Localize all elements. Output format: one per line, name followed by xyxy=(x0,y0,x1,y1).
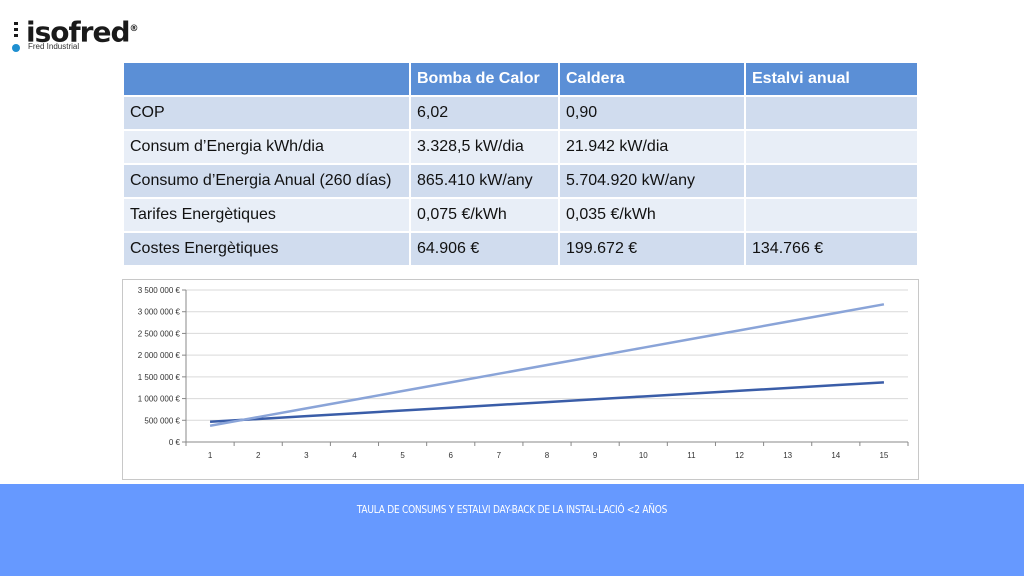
table-cell: 865.410 kW/any xyxy=(409,163,560,199)
table-row: Consum d’Energia kWh/dia 3.328,5 kW/dia … xyxy=(122,129,919,165)
table-cell: Consum d’Energia kWh/dia xyxy=(122,129,411,165)
x-tick-label: 6 xyxy=(449,451,454,460)
series-line-2 xyxy=(209,303,885,427)
series-line-1 xyxy=(209,381,885,424)
x-tick-label: 12 xyxy=(735,451,744,460)
table-cell: 21.942 kW/dia xyxy=(558,129,746,165)
x-tick-label: 8 xyxy=(545,451,550,460)
y-tick-label: 2 500 000 € xyxy=(138,329,181,338)
x-tick-label: 13 xyxy=(783,451,792,460)
table-cell: 134.766 € xyxy=(744,231,919,267)
table-header-cell: Estalvi anual xyxy=(744,61,919,97)
x-tick-label: 9 xyxy=(593,451,598,460)
x-tick-label: 2 xyxy=(256,451,261,460)
y-tick-label: 500 000 € xyxy=(144,416,180,425)
x-tick-label: 14 xyxy=(831,451,840,460)
y-tick-label: 2 000 000 € xyxy=(138,351,181,360)
table-cell: 0,90 xyxy=(558,95,746,131)
table-cell: 64.906 € xyxy=(409,231,560,267)
table-cell: Costes Energètiques xyxy=(122,231,411,267)
footer-banner: TAULA DE CONSUMS Y ESTALVI DAY-BACK DE L… xyxy=(0,484,1024,576)
y-tick-label: 3 500 000 € xyxy=(138,286,181,295)
y-tick-label: 1 000 000 € xyxy=(138,395,181,404)
table-cell xyxy=(744,95,919,131)
payback-line-chart: 0 € 500 000 € 1 000 000 € 1 500 000 € 2 000 … xyxy=(122,279,919,480)
table-cell: 3.328,5 kW/dia xyxy=(409,129,560,165)
table-cell: 199.672 € xyxy=(558,231,746,267)
x-tick-label: 7 xyxy=(497,451,502,460)
logo-mark-icon xyxy=(12,22,20,52)
x-tick-label: 3 xyxy=(304,451,309,460)
table-cell xyxy=(744,197,919,233)
x-tick-label: 4 xyxy=(352,451,357,460)
table-header-cell xyxy=(122,61,411,97)
table-cell: Tarifes Energètiques xyxy=(122,197,411,233)
table-row: COP 6,02 0,90 xyxy=(122,95,919,131)
table-cell: 0,075 €/kWh xyxy=(409,197,560,233)
table-row: Tarifes Energètiques 0,075 €/kWh 0,035 €… xyxy=(122,197,919,233)
table-cell: 5.704.920 kW/any xyxy=(558,163,746,199)
footer-caption: TAULA DE CONSUMS Y ESTALVI DAY-BACK DE L… xyxy=(356,503,668,516)
table-header-cell: Bomba de Calor xyxy=(409,61,560,97)
logo-registered-mark: ® xyxy=(129,24,139,34)
x-tick-label: 11 xyxy=(687,451,696,460)
table-header-row: Bomba de Calor Caldera Estalvi anual xyxy=(122,61,919,97)
table-cell: 0,035 €/kWh xyxy=(558,197,746,233)
table-cell xyxy=(744,163,919,199)
table-header-cell: Caldera xyxy=(558,61,746,97)
company-logo: isofred® Fred Industrial xyxy=(12,12,139,56)
logo-name: isofred xyxy=(26,15,131,49)
table-cell: Consumo d’Energia Anual (260 días) xyxy=(122,163,411,199)
table-row: Consumo d’Energia Anual (260 días) 865.4… xyxy=(122,163,919,199)
y-tick-label: 1 500 000 € xyxy=(138,373,181,382)
x-tick-label: 1 xyxy=(208,451,213,460)
table-cell xyxy=(744,129,919,165)
table-cell: COP xyxy=(122,95,411,131)
x-tick-label: 15 xyxy=(879,451,888,460)
x-tick-label: 10 xyxy=(639,451,648,460)
chart-canvas: 0 € 500 000 € 1 000 000 € 1 500 000 € 2 000 … xyxy=(138,286,909,460)
logo-wordmark: isofred® xyxy=(26,12,139,49)
y-tick-label: 3 000 000 € xyxy=(138,308,181,317)
table-row: Costes Energètiques 64.906 € 199.672 € 1… xyxy=(122,231,919,267)
consumption-table: Bomba de Calor Caldera Estalvi anual COP… xyxy=(122,61,919,267)
logo-subtitle: Fred Industrial xyxy=(28,42,80,51)
x-tick-label: 5 xyxy=(400,451,405,460)
table-cell: 6,02 xyxy=(409,95,560,131)
y-tick-label: 0 € xyxy=(169,438,181,447)
